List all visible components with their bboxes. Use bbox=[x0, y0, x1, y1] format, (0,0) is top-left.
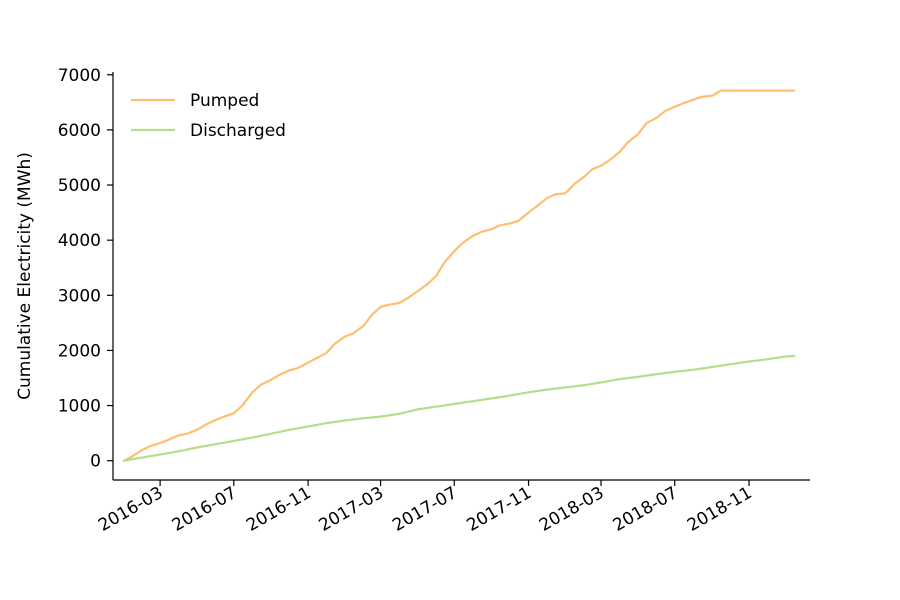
y-tick-label: 0 bbox=[90, 452, 101, 472]
series-line-discharged bbox=[122, 354, 796, 462]
x-tick-label: 2018-03 bbox=[536, 483, 608, 536]
x-ticks: 2016-03 2016-07 2016-11 2017-03 2017-07 2017-… bbox=[95, 480, 756, 536]
axes bbox=[112, 72, 810, 481]
x-tick-label: 2016-11 bbox=[243, 483, 315, 536]
y-tick-label: 1000 bbox=[58, 397, 101, 417]
legend: Pumped Discharged bbox=[131, 91, 286, 141]
y-axis-title: Cumulative Electricity (MWh) bbox=[15, 152, 35, 400]
plot-lines bbox=[122, 89, 796, 462]
x-tick-label: 2016-03 bbox=[95, 483, 167, 536]
y-tick-label: 7000 bbox=[58, 66, 101, 86]
series-line-pumped bbox=[122, 89, 796, 462]
y-tick-label: 3000 bbox=[58, 286, 101, 306]
y-tick-label: 5000 bbox=[58, 176, 101, 196]
x-tick-label: 2017-11 bbox=[463, 483, 535, 536]
x-tick-label: 2018-07 bbox=[610, 483, 682, 536]
legend-label-discharged: Discharged bbox=[190, 121, 286, 141]
x-tick-label: 2017-03 bbox=[316, 483, 388, 536]
y-tick-label: 2000 bbox=[58, 341, 101, 361]
legend-label-pumped: Pumped bbox=[190, 91, 259, 111]
x-tick-label: 2018-11 bbox=[684, 483, 756, 536]
x-tick-label: 2017-07 bbox=[389, 483, 461, 536]
y-tick-label: 6000 bbox=[58, 121, 101, 141]
y-tick-label: 4000 bbox=[58, 231, 101, 251]
x-tick-label: 2016-07 bbox=[169, 483, 241, 536]
y-ticks: 0 1000 2000 3000 4000 5000 6000 7000 bbox=[58, 66, 113, 472]
